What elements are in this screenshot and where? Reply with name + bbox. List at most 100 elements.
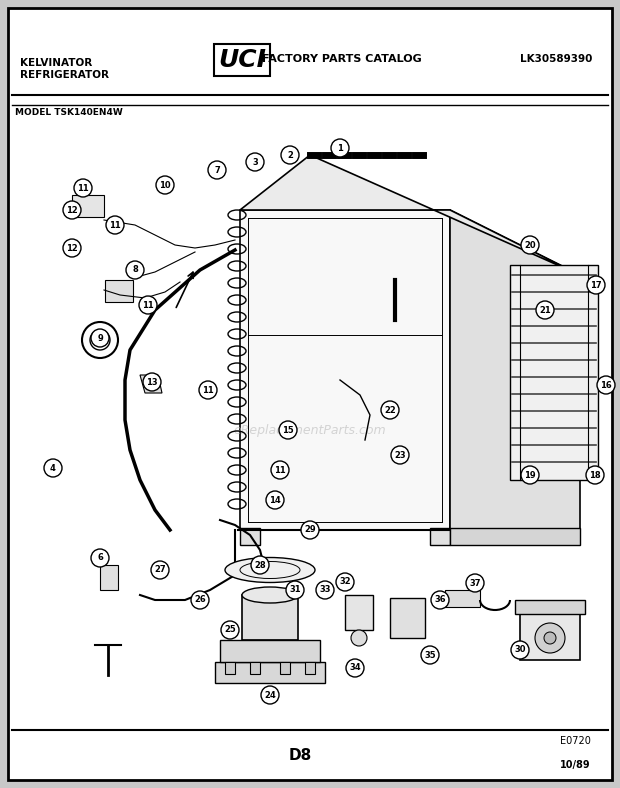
Text: 32: 32 [339,578,351,586]
Text: MODEL TSK140EN4W: MODEL TSK140EN4W [15,108,123,117]
Text: 16: 16 [600,381,612,389]
Text: 6: 6 [97,553,103,563]
Polygon shape [430,528,450,545]
Polygon shape [240,528,260,545]
Circle shape [301,521,319,539]
Text: 12: 12 [66,206,78,214]
Circle shape [91,549,109,567]
Text: 23: 23 [394,451,406,459]
Text: 11: 11 [142,300,154,310]
Circle shape [521,466,539,484]
Text: LK30589390: LK30589390 [520,54,592,64]
Bar [242,595,298,640]
Circle shape [246,153,264,171]
Text: eReplacementParts.com: eReplacementParts.com [234,423,386,437]
Circle shape [536,301,554,319]
Bar [72,195,104,217]
Bar [250,662,260,674]
Polygon shape [240,210,450,530]
Circle shape [431,591,449,609]
Circle shape [126,261,144,279]
Circle shape [511,641,529,659]
Text: 2: 2 [287,151,293,159]
Polygon shape [100,565,118,590]
Circle shape [191,591,209,609]
Circle shape [74,179,92,197]
Text: 20: 20 [524,240,536,250]
Circle shape [44,459,62,477]
Polygon shape [240,155,580,275]
Text: 17: 17 [590,281,602,289]
Text: 10: 10 [159,180,171,189]
Text: 1: 1 [337,143,343,153]
Circle shape [261,686,279,704]
Circle shape [91,329,109,347]
Text: 12: 12 [66,243,78,252]
Circle shape [351,630,367,646]
Text: 36: 36 [434,596,446,604]
Text: 15: 15 [282,426,294,434]
Polygon shape [510,265,598,480]
Bar [305,662,315,674]
Text: 19: 19 [524,470,536,480]
Bar [520,610,580,660]
Circle shape [106,216,124,234]
Text: 10/89: 10/89 [560,760,591,770]
Circle shape [281,146,299,164]
Circle shape [381,401,399,419]
Circle shape [279,421,297,439]
Text: 9: 9 [97,333,103,343]
Circle shape [139,296,157,314]
Text: 34: 34 [349,663,361,672]
Text: 8: 8 [132,266,138,274]
Circle shape [346,659,364,677]
Circle shape [286,581,304,599]
Polygon shape [140,375,162,393]
Text: 4: 4 [50,463,56,473]
Ellipse shape [225,557,315,582]
Text: 25: 25 [224,626,236,634]
Text: 11: 11 [202,385,214,395]
Text: 28: 28 [254,560,266,570]
Text: KELVINATOR: KELVINATOR [20,58,92,68]
Circle shape [63,201,81,219]
Circle shape [587,276,605,294]
Circle shape [466,574,484,592]
Text: 11: 11 [77,184,89,192]
Text: 11: 11 [109,221,121,229]
Text: 26: 26 [194,596,206,604]
Circle shape [143,373,161,391]
Text: 13: 13 [146,377,158,386]
Ellipse shape [242,587,298,603]
Text: 22: 22 [384,406,396,414]
Circle shape [199,381,217,399]
Circle shape [586,466,604,484]
Circle shape [535,623,565,653]
Circle shape [521,236,539,254]
Bar [225,662,235,674]
Bar [220,640,320,662]
Circle shape [421,646,439,664]
Bar [345,595,373,630]
Text: 30: 30 [514,645,526,655]
Circle shape [266,491,284,509]
Text: FACTORY PARTS CATALOG: FACTORY PARTS CATALOG [262,54,422,64]
Bar [105,280,133,302]
Text: REFRIGERATOR: REFRIGERATOR [20,70,109,80]
Text: 18: 18 [589,470,601,480]
Circle shape [331,139,349,157]
Polygon shape [215,662,325,683]
Text: 29: 29 [304,526,316,534]
Bar [390,598,425,638]
Text: 14: 14 [269,496,281,504]
Text: UCI: UCI [218,48,266,72]
Text: 21: 21 [539,306,551,314]
Text: D8: D8 [288,748,312,763]
Text: 27: 27 [154,566,166,574]
Circle shape [221,621,239,639]
Polygon shape [445,590,480,607]
Circle shape [208,161,226,179]
Text: 3: 3 [252,158,258,166]
Text: 7: 7 [214,165,220,174]
Circle shape [316,581,334,599]
